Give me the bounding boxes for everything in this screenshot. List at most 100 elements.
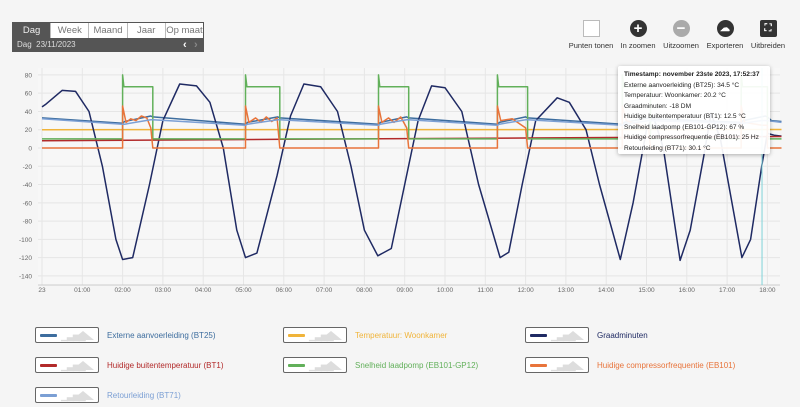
- y-tick-label: -100: [19, 237, 32, 244]
- line-style-icon: [40, 364, 57, 367]
- current-date: 23/11/2023: [36, 40, 76, 49]
- x-tick-label: 03:00: [155, 287, 172, 294]
- legend-item[interactable]: ▁▃▅▂ Graadminuten: [525, 327, 648, 343]
- line-chart[interactable]: 80 60 40 20 0 -20 -40 -60 -80 -100 -120 -140 23 01:00…: [0, 0, 800, 300]
- next-day-button[interactable]: ›: [194, 39, 198, 51]
- y-tick-label: -60: [23, 200, 33, 207]
- checkbox-icon: [582, 20, 600, 37]
- x-tick-label: 23: [38, 287, 46, 294]
- x-tick-label: 18:00: [759, 287, 776, 294]
- area-style-icon: [72, 361, 94, 370]
- line-style-icon: [288, 334, 305, 337]
- cloud-download-icon: ☁: [716, 20, 734, 37]
- y-tick-label: 60: [25, 91, 33, 98]
- area-style-icon: [562, 361, 584, 370]
- x-tick-label: 06:00: [276, 287, 293, 294]
- zoom-in-label: In zoomen: [620, 41, 656, 50]
- tab-week[interactable]: Week: [50, 23, 89, 38]
- tooltip-line: Externe aanvoerleiding (BT25): 34.5 °C: [624, 81, 740, 89]
- previous-day-button[interactable]: ‹: [183, 39, 187, 51]
- x-tick-label: 17:00: [719, 287, 736, 294]
- minus-icon: −: [672, 20, 690, 37]
- legend-label: Temperatuur: Woonkamer: [355, 330, 448, 340]
- tooltip-line: Huidige compressorfrequentie (EB101): 25…: [624, 134, 759, 141]
- expand-button[interactable]: ⛶ Uitbreiden: [740, 20, 796, 50]
- x-tick-label: 16:00: [679, 287, 696, 294]
- chart-tooltip: Timestamp: november 23ste 2023, 17:52:37…: [618, 66, 770, 154]
- line-style-icon: [40, 394, 57, 397]
- area-style-icon: [72, 331, 94, 340]
- series-style-toggle[interactable]: ▁▃▅▂: [283, 357, 347, 373]
- zoom-in-button[interactable]: + In zoomen: [610, 20, 666, 50]
- line-style-icon: [530, 334, 547, 337]
- series-style-toggle[interactable]: ▁▃▅▂: [35, 327, 99, 343]
- line-style-icon: [288, 364, 305, 367]
- legend-item[interactable]: ▁▃▅▂ Huidige buitentemperatuur (BT1): [35, 357, 224, 373]
- series-style-toggle[interactable]: ▁▃▅▂: [35, 357, 99, 373]
- area-style-icon: [320, 361, 342, 370]
- x-tick-label: 08:00: [356, 287, 373, 294]
- tooltip-line: Huidige buitentemperatuur (BT1): 12.5 °C: [624, 113, 746, 120]
- tab-jaar[interactable]: Jaar: [126, 23, 165, 38]
- area-style-icon: [562, 331, 584, 340]
- line-style-icon: [40, 334, 57, 337]
- x-tick-label: 15:00: [638, 287, 655, 294]
- plus-icon: +: [629, 20, 647, 37]
- tab-maand[interactable]: Maand: [88, 23, 127, 38]
- legend-label: Retourleiding (BT71): [107, 390, 181, 400]
- x-tick-label: 04:00: [195, 287, 212, 294]
- tab-op-maat[interactable]: Op maat: [164, 23, 204, 38]
- series-style-toggle[interactable]: ▁▃▅▂: [283, 327, 347, 343]
- show-points-label: Punten tonen: [568, 41, 614, 50]
- legend-item[interactable]: ▁▃▅▂ Retourleiding (BT71): [35, 387, 181, 403]
- legend-item[interactable]: ▁▃▅▂ Temperatuur: Woonkamer: [283, 327, 447, 343]
- expand-icon: ⛶: [759, 20, 777, 37]
- period-label: Dag: [17, 40, 32, 49]
- x-tick-label: 12:00: [517, 287, 534, 294]
- series-style-toggle[interactable]: ▁▃▅▂: [525, 357, 589, 373]
- line-style-icon: [530, 364, 547, 367]
- legend-label: Externe aanvoerleiding (BT25): [107, 330, 216, 340]
- legend-label: Snelheid laadpomp (EB101-GP12): [355, 360, 479, 370]
- legend-label: Graadminuten: [597, 330, 648, 340]
- y-tick-label: -20: [23, 164, 33, 171]
- expand-label: Uitbreiden: [750, 41, 786, 50]
- zoom-out-button[interactable]: − Uitzoomen: [653, 20, 709, 50]
- legend-item[interactable]: ▁▃▅▂ Externe aanvoerleiding (BT25): [35, 327, 216, 343]
- period-selector: Dag Week Maand Jaar Op maat Dag 23/11/20…: [12, 22, 204, 52]
- area-style-icon: [72, 391, 94, 400]
- zoom-out-label: Uitzoomen: [663, 41, 699, 50]
- x-tick-label: 02:00: [114, 287, 131, 294]
- x-tick-label: 13:00: [558, 287, 575, 294]
- x-tick-label: 01:00: [74, 287, 91, 294]
- y-tick-label: -120: [19, 255, 32, 262]
- tooltip-line: Temperatuur: Woonkamer: 20.2 °C: [624, 92, 726, 99]
- x-tick-label: 10:00: [437, 287, 454, 294]
- x-tick-label: 14:00: [598, 287, 615, 294]
- area-style-icon: [320, 331, 342, 340]
- y-tick-label: 80: [25, 72, 33, 79]
- legend-item[interactable]: ▁▃▅▂ Snelheid laadpomp (EB101-GP12): [283, 357, 478, 373]
- tab-dag[interactable]: Dag: [13, 23, 51, 38]
- series-style-toggle[interactable]: ▁▃▅▂: [35, 387, 99, 403]
- x-tick-label: 05:00: [235, 287, 252, 294]
- x-tick-label: 07:00: [316, 287, 333, 294]
- y-tick-label: 20: [25, 127, 33, 134]
- export-label: Exporteren: [706, 41, 744, 50]
- tooltip-line: Snelheid laadpomp (EB101-GP12): 67 %: [624, 123, 745, 131]
- y-tick-label: -40: [23, 182, 33, 189]
- export-button[interactable]: ☁ Exporteren: [697, 20, 753, 50]
- tooltip-title: Timestamp: november 23ste 2023, 17:52:37: [624, 71, 760, 78]
- x-tick-label: 11:00: [477, 287, 493, 294]
- date-row: Dag 23/11/2023 ‹ ›: [13, 38, 203, 52]
- legend-label: Huidige buitentemperatuur (BT1): [107, 360, 224, 370]
- y-tick-label: 0: [28, 146, 32, 153]
- series-style-toggle[interactable]: ▁▃▅▂: [525, 327, 589, 343]
- tooltip-line: Retourleiding (BT71): 30.1 °C: [624, 144, 711, 152]
- tooltip-line: Graadminuten: -18 DM: [624, 102, 692, 110]
- y-tick-label: 40: [25, 109, 33, 116]
- show-points-toggle[interactable]: Punten tonen: [563, 20, 619, 50]
- legend-label: Huidige compressorfrequentie (EB101): [597, 360, 736, 370]
- x-tick-label: 09:00: [397, 287, 414, 294]
- legend-item[interactable]: ▁▃▅▂ Huidige compressorfrequentie (EB101): [525, 357, 735, 373]
